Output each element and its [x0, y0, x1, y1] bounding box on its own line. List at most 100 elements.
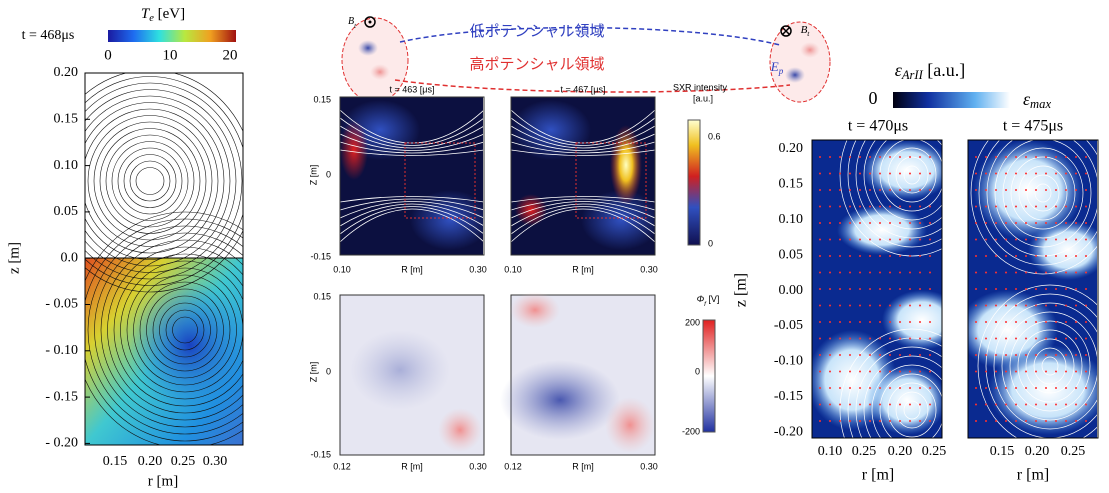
probe-point [899, 321, 901, 323]
probe-point [1085, 305, 1087, 307]
y-tick-label: 0.00 [779, 283, 804, 298]
probe-point [985, 321, 987, 323]
probe-point [1005, 420, 1007, 422]
colorbar-tick: 0 [104, 47, 112, 63]
probe-point [1045, 288, 1047, 290]
probe-point [1055, 404, 1057, 406]
probe-point [1065, 272, 1067, 274]
potential-colorbar [703, 320, 715, 432]
probe-point [839, 189, 841, 191]
probe-point [1005, 222, 1007, 224]
probe-point [909, 156, 911, 158]
probe-point [975, 222, 977, 224]
probe-point [849, 222, 851, 224]
probe-point [869, 371, 871, 373]
probe-point [975, 272, 977, 274]
probe-point [879, 272, 881, 274]
probe-point [849, 354, 851, 356]
colorbar-title: Φf [V] [697, 294, 720, 307]
probe-point [1035, 321, 1037, 323]
probe-point [1085, 288, 1087, 290]
probe-point [1025, 255, 1027, 257]
y-tick-label: - 0.20 [45, 436, 78, 451]
probe-point [1015, 371, 1017, 373]
probe-point [1045, 404, 1047, 406]
probe-point [859, 173, 861, 175]
sxr-colorbar [688, 120, 700, 245]
probe-point [1085, 189, 1087, 191]
probe-point [1055, 189, 1057, 191]
probe-point [1075, 371, 1077, 373]
probe-point [829, 189, 831, 191]
probe-point [909, 305, 911, 307]
probe-point [1005, 272, 1007, 274]
probe-point [879, 255, 881, 257]
probe-point [995, 338, 997, 340]
probe-point [929, 255, 931, 257]
probe-point [1025, 338, 1027, 340]
probe-point [1085, 173, 1087, 175]
probe-point [839, 255, 841, 257]
x-tick-label: 0.12 [333, 461, 351, 471]
x-axis-label: R [m] [401, 461, 423, 471]
probe-point [975, 206, 977, 208]
probe-point [985, 222, 987, 224]
probe-point [829, 338, 831, 340]
probe-point [849, 288, 851, 290]
probe-point [849, 272, 851, 274]
probe-point [1015, 189, 1017, 191]
potential-patch [350, 330, 450, 410]
probe-point [879, 371, 881, 373]
probe-point [1025, 173, 1027, 175]
probe-point [1075, 387, 1077, 389]
probe-point [909, 404, 911, 406]
probe-point [899, 387, 901, 389]
probe-point [849, 206, 851, 208]
panel-title: t = 467 [μs] [561, 84, 606, 94]
probe-point [1045, 222, 1047, 224]
probe-point [1055, 222, 1057, 224]
blob [370, 64, 390, 80]
probe-point [909, 255, 911, 257]
colorbar-title: SXR intensity [673, 82, 728, 92]
probe-point [1075, 272, 1077, 274]
probe-point [819, 156, 821, 158]
probe-point [839, 354, 841, 356]
probe-point [819, 189, 821, 191]
probe-point [1075, 239, 1077, 241]
probe-point [1085, 321, 1087, 323]
probe-point [1065, 206, 1067, 208]
probe-point [929, 206, 931, 208]
probe-point [819, 387, 821, 389]
probe-point [1065, 404, 1067, 406]
probe-point [975, 189, 977, 191]
probe-point [869, 255, 871, 257]
probe-point [839, 173, 841, 175]
probe-point [879, 404, 881, 406]
probe-point [975, 387, 977, 389]
probe-point [1075, 222, 1077, 224]
probe-point [995, 321, 997, 323]
panel-title: t = 470μs [848, 118, 908, 135]
colorbar-max: εmax [1023, 89, 1051, 111]
probe-point [1045, 272, 1047, 274]
probe-point [839, 305, 841, 307]
x-tick-label: 0.25 [1061, 444, 1086, 459]
colorbar-tick: 0 [695, 366, 700, 376]
probe-point [829, 420, 831, 422]
probe-point [839, 222, 841, 224]
probe-point [995, 305, 997, 307]
x-tick-label: 0.30 [469, 264, 487, 274]
probe-point [919, 239, 921, 241]
blob [800, 42, 820, 58]
probe-point [919, 305, 921, 307]
probe-point [859, 255, 861, 257]
probe-point [889, 222, 891, 224]
probe-point [909, 189, 911, 191]
emission-blob [837, 205, 927, 255]
probe-point [889, 321, 891, 323]
probe-point [889, 305, 891, 307]
probe-point [839, 156, 841, 158]
potential-patch [438, 408, 482, 452]
probe-point [909, 173, 911, 175]
